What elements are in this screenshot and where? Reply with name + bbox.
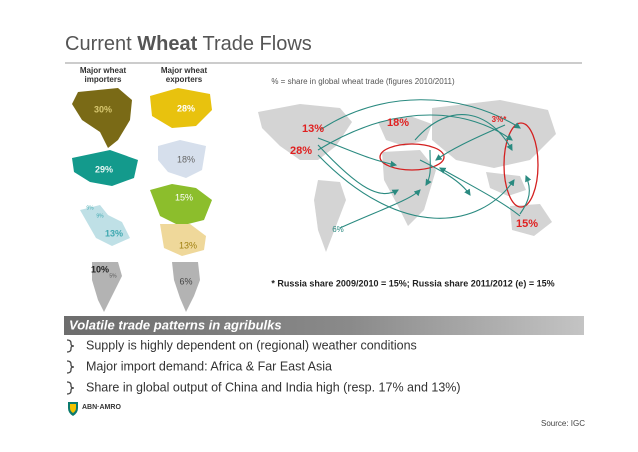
section-heading: Volatile trade patterns in agribulks: [69, 317, 282, 332]
importer-minor-share: 5%: [109, 273, 117, 279]
bullet-text: Major import demand: Africa & Far East A…: [86, 359, 332, 373]
asia-map: [72, 150, 138, 186]
map-share: 18%: [387, 117, 409, 129]
exporter-share: 13%: [179, 240, 197, 250]
map-share: 15%: [516, 218, 538, 230]
exporter-share: 6%: [179, 276, 192, 286]
title: Current Wheat Trade Flows: [65, 33, 312, 55]
exporter-share: 28%: [177, 103, 195, 113]
map-share: 28%: [290, 145, 312, 157]
highlight-ring: [379, 143, 445, 171]
importer-minor-share: 9%: [96, 213, 104, 219]
trade-flows: [317, 99, 532, 229]
exporters-heading: exporters: [166, 75, 203, 84]
map-share: 3%*: [492, 115, 508, 124]
highlight-ring: [503, 122, 539, 208]
section-bar: [64, 316, 584, 335]
exporters-heading: Major wheat: [161, 66, 208, 75]
importer-share: 10%: [91, 264, 109, 274]
logo-icon: [68, 402, 78, 416]
se-asia-map: [80, 205, 130, 246]
map-share: 6%: [332, 225, 344, 234]
usa-map: [150, 88, 212, 128]
south-america-map: [92, 262, 122, 312]
bullet-text: Share in global output of China and Indi…: [86, 380, 461, 394]
argentina-map: [172, 262, 200, 312]
map-note: % = share in global wheat trade (figures…: [271, 77, 455, 86]
africa-map: [72, 88, 132, 148]
importers-heading: importers: [85, 75, 122, 84]
europe-map: [158, 140, 206, 178]
world-map: [258, 100, 556, 252]
logo-text: ABN·AMRO: [82, 404, 121, 411]
importer-share: 13%: [105, 228, 123, 238]
source: Source: IGC: [541, 419, 585, 428]
exporter-share: 18%: [177, 154, 195, 164]
importer-share: 30%: [94, 104, 112, 114]
importer-share: 29%: [95, 164, 113, 174]
exporter-share: 15%: [175, 192, 193, 202]
canada-map: [160, 224, 206, 256]
australia-map: [150, 184, 212, 226]
title-bold: Wheat: [137, 33, 197, 55]
bullet-icons: [66, 339, 75, 395]
footnote: * Russia share 2009/2010 = 15%; Russia s…: [271, 278, 554, 288]
title-end: Trade Flows: [202, 33, 311, 55]
bullet-text: Supply is highly dependent on (regional)…: [86, 338, 417, 352]
title-start: Current: [65, 33, 132, 55]
importers-heading: Major wheat: [80, 66, 127, 75]
importer-minor-share: 9%: [86, 205, 94, 211]
map-share: 13%: [302, 123, 324, 135]
